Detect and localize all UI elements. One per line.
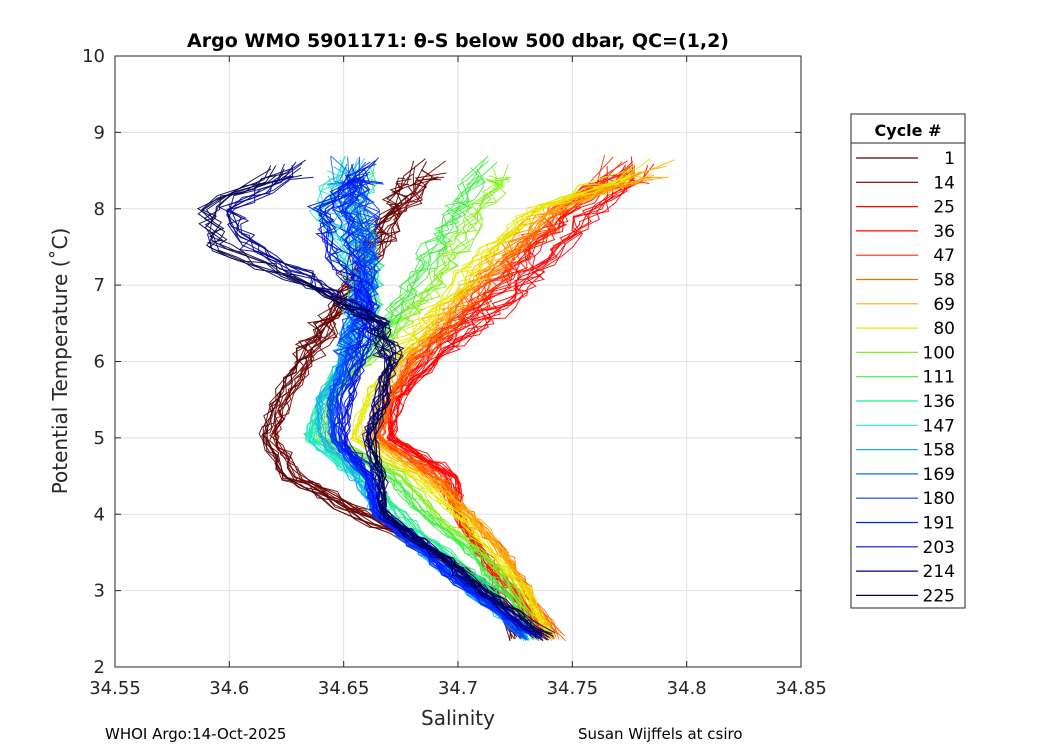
profile-line-cycle-25	[386, 175, 626, 641]
profile-line-cycle-25	[387, 166, 634, 634]
x-tick-label: 34.55	[89, 678, 141, 699]
y-tick-label: 8	[94, 199, 105, 220]
profile-line-cycle-80	[351, 175, 629, 634]
legend-label: 1	[944, 149, 955, 169]
legend-label: 191	[923, 514, 955, 534]
legend-label: 14	[933, 173, 955, 193]
legend-label: 225	[923, 586, 955, 606]
x-tick-label: 34.75	[547, 678, 599, 699]
profile-line-cycle-147	[303, 168, 522, 640]
profile-line-cycle-191	[330, 163, 540, 633]
legend-label: 158	[923, 441, 955, 461]
footer-date: WHOI Argo:14-Oct-2025	[105, 725, 287, 743]
legend-label: 203	[923, 538, 955, 558]
profile-line-cycle-25	[387, 163, 655, 641]
legend-label: 69	[933, 295, 955, 315]
y-tick-label: 2	[94, 657, 105, 678]
profile-line-cycle-225	[197, 174, 555, 634]
profile-line-cycle-136	[308, 170, 530, 641]
profile-line-cycle-25	[387, 165, 649, 639]
y-tick-label: 7	[94, 275, 105, 296]
legend-label: 80	[933, 319, 955, 339]
legend-label: 147	[923, 416, 955, 436]
profile-line-cycle-80	[357, 168, 636, 635]
y-tick-label: 6	[94, 352, 105, 373]
x-tick-label: 34.7	[438, 678, 478, 699]
y-tick-label: 5	[94, 428, 105, 449]
legend-box	[850, 113, 966, 609]
profile-line-cycle-225	[203, 175, 553, 635]
y-tick-label: 9	[94, 122, 105, 143]
legend-label: 180	[923, 489, 955, 509]
legend-label: 100	[923, 343, 955, 363]
legend-label: 169	[923, 465, 955, 485]
profile-line-cycle-69	[367, 159, 675, 633]
y-tick-label: 10	[82, 46, 105, 67]
profile-line-cycle-203	[318, 157, 543, 635]
legend-label: 47	[933, 246, 955, 266]
profile-lines	[196, 155, 675, 642]
ticks: 34.55 34.6 34.65 34.7 34.75 34.8 34.85 2 3 4 5 6 7 8 9…	[82, 46, 827, 699]
x-tick-label: 34.8	[667, 678, 707, 699]
profile-line-cycle-111	[318, 175, 540, 642]
y-tick-label: 4	[94, 504, 105, 525]
legend-title: Cycle #	[875, 121, 942, 140]
legend-label: 214	[923, 562, 955, 582]
legend-label: 136	[923, 392, 955, 412]
footer-credit: Susan Wijffels at csiro	[578, 725, 743, 743]
legend-label: 111	[923, 368, 955, 388]
y-axis-label: Potential Temperature (˚C)	[48, 228, 72, 495]
profile-line-cycle-225	[205, 167, 549, 638]
y-tick-label: 3	[94, 581, 105, 602]
legend-label: 58	[933, 271, 955, 291]
x-tick-label: 34.65	[318, 678, 370, 699]
x-axis-label: Salinity	[421, 706, 495, 730]
profile-line-cycle-136	[305, 159, 530, 640]
x-tick-label: 34.6	[209, 678, 249, 699]
chart-title: Argo WMO 5901171: θ-S below 500 dbar, QC…	[187, 30, 729, 52]
profile-line-cycle-191	[337, 180, 543, 637]
legend-label: 36	[933, 222, 955, 242]
profile-line-cycle-225	[198, 165, 554, 637]
legend: Cycle # 1 14 25 36 47 58 69 80 100 111 136 147 158 16…	[850, 113, 966, 609]
x-tick-label: 34.85	[775, 678, 827, 699]
legend-label: 25	[933, 198, 955, 218]
